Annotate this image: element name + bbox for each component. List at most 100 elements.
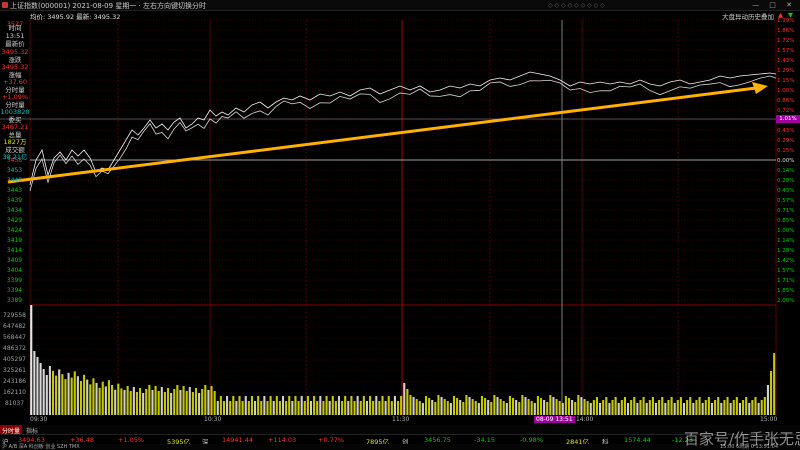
- volume-bar: [496, 397, 499, 415]
- volume-bar: [440, 397, 443, 415]
- volume-bar: [686, 400, 689, 415]
- buy-label: 委买: [8, 116, 22, 124]
- volume-bar: [720, 403, 723, 415]
- volume-axis-label: 81037: [4, 400, 25, 407]
- volume-bar: [515, 400, 518, 415]
- volume-bar: [508, 396, 511, 415]
- volume-bar: [300, 396, 303, 415]
- volume-bar: [278, 401, 281, 415]
- volume-bar: [350, 396, 353, 415]
- vol-value: 1003820: [0, 108, 30, 116]
- volume-bar: [365, 401, 369, 415]
- cursor-pct-badge: 1.01%: [776, 115, 800, 123]
- volume-bar: [599, 403, 602, 415]
- kc-label[interactable]: 科: [602, 438, 609, 446]
- indicator-tabs: 分时量 指标: [0, 425, 800, 436]
- scroll-up-icon[interactable]: ▲: [778, 11, 783, 19]
- time-axis-label: 15:00: [760, 416, 778, 423]
- change-label: 涨跌: [8, 56, 22, 64]
- volume-bar: [387, 396, 390, 415]
- volume-bar: [732, 400, 735, 415]
- volume-bar: [353, 401, 356, 415]
- volume-bar: [406, 389, 409, 415]
- volume-bar: [484, 398, 487, 415]
- volume-bar: [303, 401, 306, 415]
- scroll-down-icon[interactable]: ▼: [788, 11, 793, 19]
- sz-change: +114.03: [268, 436, 297, 444]
- volume-bar: [384, 401, 387, 415]
- volume-bar: [611, 400, 614, 415]
- amount-label: 成交额: [5, 146, 25, 154]
- volume-bar: [185, 391, 188, 415]
- sz-label[interactable]: 深: [202, 438, 209, 446]
- volume-bar: [201, 389, 204, 415]
- volume-bar: [207, 390, 210, 415]
- volume-bar: [620, 400, 623, 415]
- volume-bar: [39, 363, 42, 415]
- volume-bar: [505, 403, 508, 415]
- volume-bar: [111, 385, 114, 415]
- volume-bar: [614, 397, 617, 415]
- volume-bar: [396, 401, 400, 415]
- toolbar-icons[interactable]: ◇ ◇ ◇ ◇ ◇ ◇ ◇ ◇ ◇: [548, 2, 605, 9]
- volume-bar: [502, 401, 505, 415]
- volume-bar: [36, 357, 39, 415]
- sz-amount: 7895亿: [366, 438, 390, 446]
- volume-bar: [543, 400, 546, 415]
- volume-bar: [138, 388, 142, 415]
- history-overlay-button[interactable]: 历史叠加: [748, 13, 774, 21]
- volume-bar: [617, 403, 620, 415]
- volume-axis-label: 647482: [3, 323, 26, 330]
- volume-bar: [316, 401, 319, 415]
- pct-axis-label: 1.15%: [777, 78, 795, 84]
- volume-bar: [682, 403, 686, 415]
- volume-bar: [393, 396, 396, 415]
- total-vol-value: 1827万: [3, 138, 27, 146]
- volume-bars: [30, 305, 776, 415]
- volume-bar: [194, 388, 198, 415]
- volume-bar: [163, 392, 166, 415]
- volume-bar: [546, 402, 549, 415]
- tab-indicator[interactable]: 指标: [26, 428, 39, 435]
- price-lines: [29, 71, 777, 192]
- tab-volume[interactable]: 分时量: [0, 425, 23, 436]
- price-axis-label: 3458: [6, 157, 23, 164]
- time-axis-label: 14:00: [576, 416, 594, 423]
- volume-bar: [83, 374, 86, 415]
- volume-bar: [742, 400, 745, 415]
- volume-bar: [281, 396, 285, 415]
- volume-bar: [583, 399, 586, 415]
- volume-bar: [135, 392, 138, 415]
- volume-bar: [70, 377, 73, 415]
- auction-button[interactable]: 大盘异动: [722, 13, 748, 21]
- price-axis-label: 3429: [6, 217, 23, 224]
- volume-bar: [707, 397, 710, 415]
- time-axis-label: 10:30: [204, 416, 222, 423]
- volume-bar: [294, 396, 297, 415]
- watermark: 百家号/作手张无忌: [684, 430, 800, 448]
- volume-bar: [536, 396, 539, 415]
- volume-bar: [198, 393, 201, 415]
- cy-price: 3456.75: [424, 436, 451, 444]
- volume-bar: [238, 396, 241, 415]
- window-controls[interactable]: — □ ✕: [752, 1, 796, 9]
- sh-pct: +1.05%: [118, 436, 145, 444]
- volume-bar: [549, 395, 552, 415]
- sh-label[interactable]: 沪: [2, 438, 9, 446]
- extra-price-value: 3495.32: [1, 63, 29, 71]
- volume-bar: [639, 400, 642, 415]
- amount-value: 38.21亿: [2, 153, 28, 161]
- pct-axis-label: 1.00%: [777, 88, 795, 94]
- volume-bar: [322, 401, 325, 415]
- cy-label[interactable]: 创: [402, 438, 409, 446]
- volume-bar: [409, 395, 412, 415]
- volume-axis-label: 405297: [3, 356, 26, 363]
- volume-bar: [176, 385, 179, 415]
- volume-bar: [468, 397, 471, 415]
- volume-bar: [592, 400, 595, 415]
- bottom-left-text[interactable]: 沪 A/B 深A 科创板 创业 SZH TMX: [2, 444, 80, 450]
- volume-bar: [751, 400, 754, 415]
- volume-bar: [76, 376, 79, 415]
- price-axis-label: 3443: [6, 187, 23, 194]
